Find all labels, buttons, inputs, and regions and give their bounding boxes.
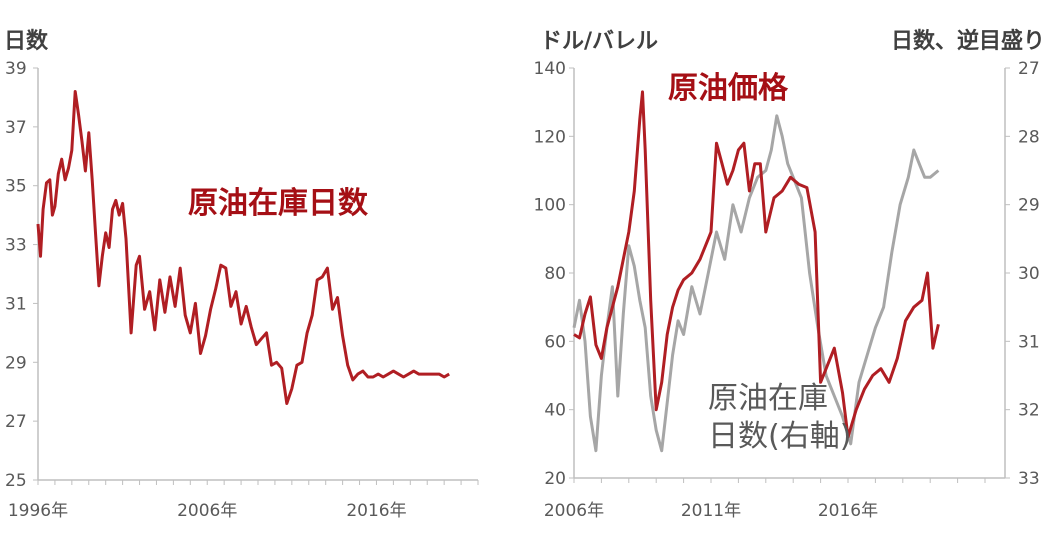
left-y-tick-31: 31	[5, 294, 27, 314]
left-y-ticks: 25 27 29 31 33 35 37 39	[5, 59, 38, 491]
right-y-tick-100: 100	[534, 196, 566, 216]
line-crude-stock-days-right	[572, 114, 940, 453]
right-y2-tick-28: 28	[1018, 127, 1040, 147]
annotation-crude-stock-days: 原油在庫日数	[188, 186, 369, 221]
line-crude-stock-days	[36, 90, 450, 405]
left-y-tick-35: 35	[5, 177, 27, 197]
annotation-days-right-axis: 日数(右軸)	[708, 419, 851, 454]
right-x-tick-2011: 2011年	[681, 501, 741, 521]
left-y-tick-25: 25	[5, 471, 27, 491]
right-y-tick-20: 20	[544, 469, 566, 489]
right-y-tick-120: 120	[534, 127, 566, 147]
left-x-tick-2016: 2016年	[346, 501, 406, 521]
left-y-tick-27: 27	[5, 412, 27, 432]
annotation-crude-price: 原油価格	[668, 71, 789, 106]
right-series	[572, 90, 940, 453]
left-chart: 日数 25 27 29 31 33 35 37 39 1996年 2006年 2016年 原油在庫…	[4, 28, 479, 521]
right-y2-tick-33: 33	[1018, 469, 1040, 489]
annotation-crude-stock: 原油在庫	[708, 381, 828, 416]
right-x-ticks: 2006年 2011年 2016年	[544, 478, 986, 521]
left-y-tick-37: 37	[5, 118, 27, 138]
left-y-tick-29: 29	[5, 353, 27, 373]
right-y2-tick-27: 27	[1018, 59, 1040, 79]
left-x-tick-1996: 1996年	[8, 501, 68, 521]
right-y2label: 日数、逆目盛り	[891, 28, 1045, 54]
left-y-tick-33: 33	[5, 236, 27, 256]
right-x-tick-2016: 2016年	[818, 501, 878, 521]
right-y2-tick-29: 29	[1018, 196, 1040, 216]
right-y-tick-140: 140	[534, 59, 566, 79]
right-y-tick-40: 40	[544, 401, 566, 421]
right-x-tick-2006: 2006年	[544, 501, 604, 521]
left-x-ticks: 1996年 2006年 2016年	[8, 480, 479, 521]
left-y-tick-39: 39	[5, 59, 27, 79]
right-y-ticks: 20 40 60 80 100 120 140	[534, 59, 574, 489]
right-y-tick-80: 80	[544, 264, 566, 284]
right-y2-ticks: 27 28 29 30 31 32 33	[1005, 59, 1040, 489]
left-x-tick-2006: 2006年	[177, 501, 237, 521]
right-y2-tick-31: 31	[1018, 332, 1040, 352]
right-y2-tick-30: 30	[1018, 264, 1040, 284]
right-ylabel: ドル/バレル	[540, 29, 658, 54]
right-y-tick-60: 60	[544, 332, 566, 352]
left-ylabel: 日数	[4, 28, 49, 54]
right-chart: ドル/バレル 日数、逆目盛り 20 40 60 80 100 120 140 27 28 29 3…	[534, 28, 1045, 521]
line-crude-price	[573, 90, 940, 439]
right-y2-tick-32: 32	[1018, 401, 1040, 421]
left-series	[36, 90, 450, 405]
